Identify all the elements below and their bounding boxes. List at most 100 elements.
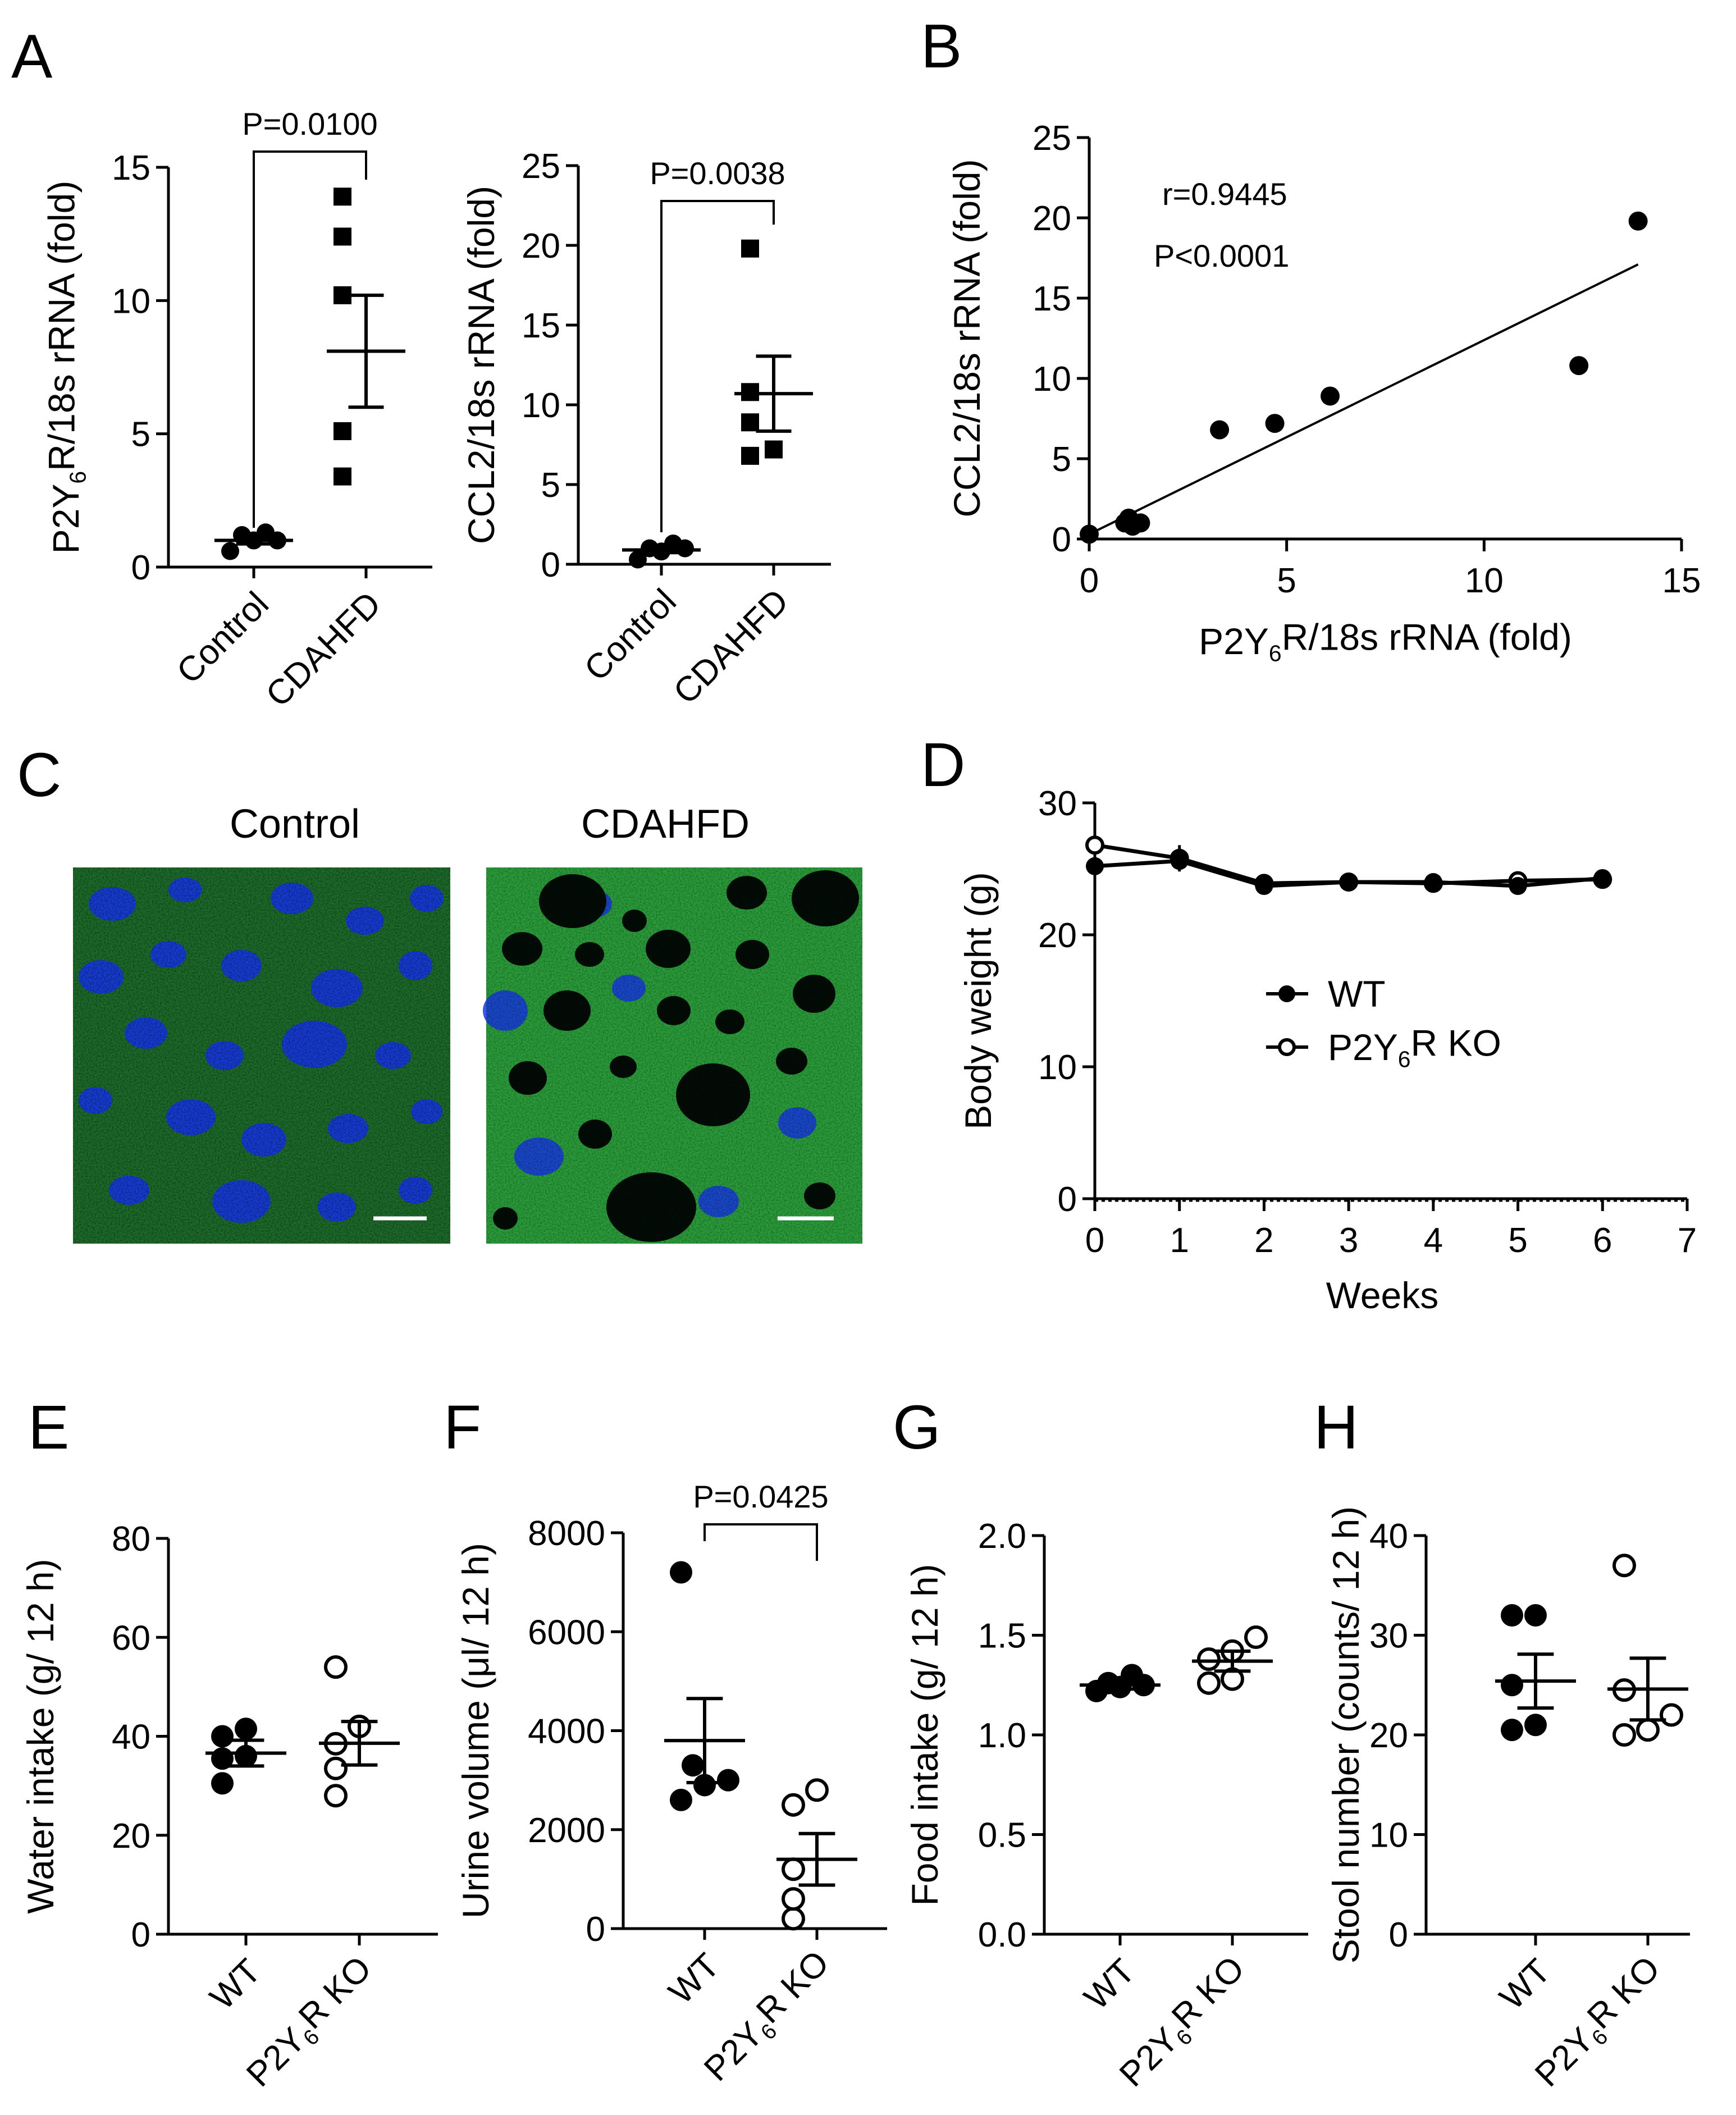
y-axis-label: Stool number (counts/ 12 h) xyxy=(1325,1506,1367,1963)
micrograph-control xyxy=(73,867,450,1244)
data-point xyxy=(1501,1674,1523,1697)
y-tick-label: 40 xyxy=(112,1718,150,1757)
data-point xyxy=(334,227,351,246)
y-tick-label: 0 xyxy=(131,1916,150,1954)
significance-bracket xyxy=(253,150,367,528)
x-tick-label: 6 xyxy=(1593,1221,1612,1260)
y-axis-label: Urine volume (μl/ 12 h) xyxy=(455,1543,496,1918)
data-point xyxy=(1131,513,1150,533)
x-axis-label: P2Y6R/18s rRNA (fold) xyxy=(1199,616,1572,666)
y-tick-label: 0.5 xyxy=(978,1816,1026,1855)
y-tick-label: 15 xyxy=(1033,280,1071,318)
data-point xyxy=(1321,386,1340,406)
y-axis-label: Food intake (g/ 12 h) xyxy=(904,1564,945,1906)
y-tick-label: 20 xyxy=(1038,916,1077,955)
data-point xyxy=(324,1655,348,1679)
regression-line xyxy=(1089,263,1639,536)
x-tick-label: WT xyxy=(1077,1952,1143,2017)
panel-c: Control CDAHFD xyxy=(73,802,862,1244)
data-point xyxy=(1636,1718,1660,1742)
y-tick-label: 20 xyxy=(1369,1716,1408,1755)
correlation-p-label: P<0.0001 xyxy=(1154,238,1289,273)
y-tick-label: 10 xyxy=(1033,360,1071,399)
data-point xyxy=(1501,1604,1523,1627)
y-tick-label: 10 xyxy=(1369,1816,1408,1855)
panel-c-title-control: Control xyxy=(230,802,360,847)
x-tick-label: Control xyxy=(577,582,684,688)
data-point xyxy=(1340,873,1358,891)
data-point xyxy=(782,1887,805,1911)
data-point xyxy=(782,1907,805,1931)
y-tick-label: 0 xyxy=(1389,1916,1408,1954)
y-tick-label: 20 xyxy=(112,1817,150,1856)
data-point xyxy=(670,1788,692,1811)
y-tick-label: 30 xyxy=(1369,1617,1408,1656)
data-point xyxy=(741,446,759,465)
data-point xyxy=(1612,1723,1636,1747)
y-tick-label: 25 xyxy=(1033,119,1071,158)
x-tick-label: 5 xyxy=(1277,561,1296,600)
y-tick-label: 10 xyxy=(1038,1048,1077,1087)
y-tick-label: 6000 xyxy=(528,1613,605,1652)
legend-label: P2Y6R KO xyxy=(1328,1022,1501,1072)
y-tick-label: 15 xyxy=(112,149,150,188)
y-tick-label: 0 xyxy=(541,546,560,584)
data-point xyxy=(1265,414,1285,433)
y-tick-label: 0 xyxy=(1052,520,1071,559)
data-point xyxy=(1569,356,1589,376)
x-tick-label: WT xyxy=(203,1952,268,2017)
data-point xyxy=(1097,1671,1120,1694)
data-point xyxy=(334,467,351,486)
data-point xyxy=(221,542,239,560)
data-point xyxy=(1509,877,1527,896)
y-axis-label: Water intake (g/ 12 h) xyxy=(20,1559,61,1913)
data-point xyxy=(1210,420,1230,440)
x-tick-label: 15 xyxy=(1662,561,1701,600)
x-tick-label: CDAHFD xyxy=(666,582,796,711)
data-point xyxy=(1524,1714,1547,1737)
panel-c-title-cdahfd: CDAHFD xyxy=(581,802,750,847)
y-tick-label: 0.0 xyxy=(978,1916,1026,1954)
panel-label-h: H xyxy=(1314,1393,1358,1462)
data-point xyxy=(1244,1625,1268,1650)
data-point xyxy=(211,1772,234,1795)
y-tick-label: 0 xyxy=(131,549,150,587)
data-point xyxy=(1255,877,1273,896)
data-point xyxy=(682,1754,704,1777)
legend-marker xyxy=(1278,985,1295,1002)
x-tick-label: 5 xyxy=(1508,1221,1527,1260)
chart-b-correlation: 0 5 10 15 20 25 0 5 10 15 CCL2/18s rRNA (fold) P2Y6… xyxy=(946,119,1701,666)
y-tick-label: 40 xyxy=(1369,1517,1408,1556)
data-point xyxy=(693,1774,716,1797)
y-tick-label: 60 xyxy=(112,1619,150,1657)
data-point xyxy=(1121,1664,1143,1687)
chart-f-urine-volume: 0 2000 4000 6000 8000 Urine volume (μl/ 12 h)… xyxy=(455,1479,887,2089)
x-axis-label: Weeks xyxy=(1326,1275,1439,1316)
data-point xyxy=(717,1769,739,1792)
y-tick-label: 5 xyxy=(541,466,560,505)
y-tick-label: 25 xyxy=(522,147,560,186)
chart-a-ccl2: 0 5 10 15 20 25 CCL2/18s rRNA (fold) ControlCDA… xyxy=(460,147,831,712)
data-point xyxy=(1197,1671,1221,1695)
data-point xyxy=(1524,1604,1547,1627)
y-tick-label: 4000 xyxy=(528,1712,605,1751)
chart-d-body-weight: 0 10 20 30 0 1 2 3 4 5 6 7 Body weight (g) Weeks WT P2Y… xyxy=(957,784,1697,1316)
y-tick-label: 20 xyxy=(522,227,560,266)
data-point xyxy=(1086,857,1104,875)
data-point xyxy=(782,1793,805,1817)
data-point xyxy=(235,1717,257,1741)
y-tick-label: 5 xyxy=(1052,440,1071,479)
y-tick-label: 0 xyxy=(586,1910,605,1949)
chart-a-p2y6r: 0 5 10 15 P2Y6R/18s rRNA (fold) ControlCDAHFD… xyxy=(40,106,432,715)
y-tick-label: 30 xyxy=(1038,784,1077,823)
data-point xyxy=(257,523,275,542)
legend-marker xyxy=(1278,1038,1296,1056)
data-point xyxy=(1593,869,1612,887)
data-point xyxy=(1424,873,1442,891)
panel-label-d: D xyxy=(921,730,965,800)
micrograph-cdahfd xyxy=(483,867,862,1244)
data-point xyxy=(1197,1647,1221,1671)
data-point xyxy=(334,422,351,440)
